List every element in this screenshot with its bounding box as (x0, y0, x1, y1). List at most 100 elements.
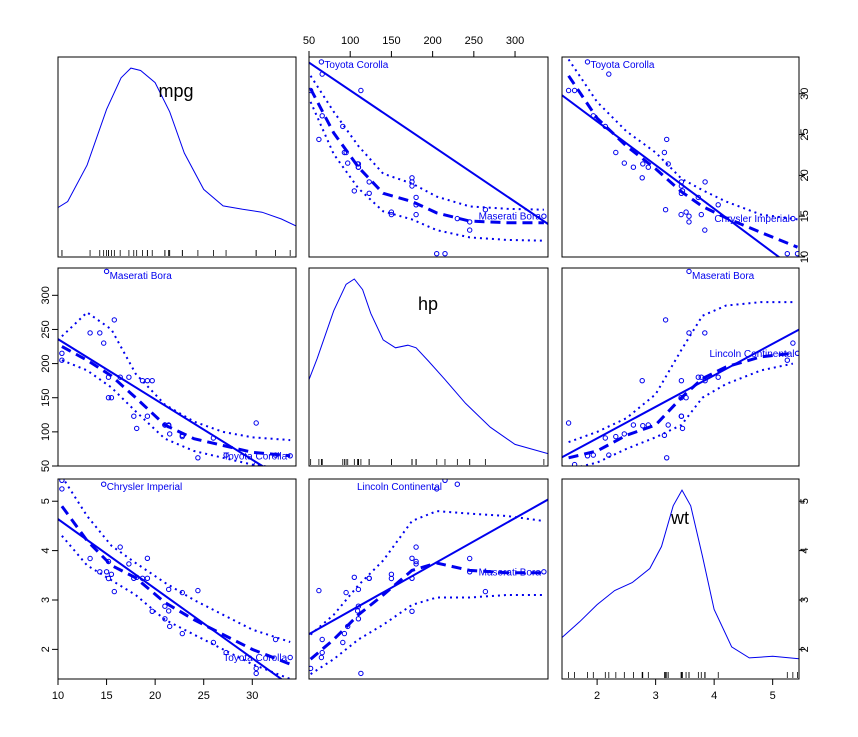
x-tick-label-mpg: 30 (246, 690, 258, 702)
data-point (409, 555, 415, 561)
point-label: Lincoln Continental (709, 349, 794, 360)
data-point (210, 639, 217, 646)
panel-wt-hp (309, 479, 548, 677)
data-point (790, 340, 796, 346)
data-point (702, 330, 708, 336)
data-point (645, 164, 651, 170)
data-point (355, 616, 362, 622)
data-point (166, 586, 172, 593)
data-point (482, 207, 489, 213)
data-point (409, 175, 415, 181)
spread-lower (578, 362, 794, 466)
data-point (111, 317, 118, 323)
density-curve-mpg (58, 67, 296, 227)
data-point (340, 639, 346, 646)
regression-line (309, 61, 548, 225)
y-tick-label-mpg: 25 (799, 128, 811, 140)
data-point (467, 227, 473, 233)
data-point (640, 423, 646, 429)
panel-frame (308, 478, 549, 680)
data-point (319, 649, 325, 656)
data-point (318, 654, 325, 661)
data-point (87, 330, 93, 336)
panel-hp-mpg (58, 268, 293, 466)
data-point (784, 251, 790, 257)
data-point (665, 422, 671, 428)
data-point (59, 350, 65, 356)
data-point (144, 413, 151, 419)
smooth-curve (309, 561, 544, 661)
data-point (144, 575, 151, 581)
data-point (630, 422, 637, 428)
smooth-curve (567, 74, 799, 249)
data-point (467, 555, 473, 562)
x-tick-label-hp: 200 (423, 35, 441, 47)
y-tick-label-wt: 5 (799, 498, 811, 504)
data-point (413, 558, 419, 565)
data-point (195, 455, 201, 461)
data-point (413, 544, 419, 550)
point-label: Maserati Bora (110, 271, 173, 282)
data-point (630, 164, 637, 170)
smooth-curve (568, 351, 794, 460)
data-point (794, 251, 799, 257)
data-point (541, 569, 547, 575)
x-tick-label-hp: 50 (303, 35, 315, 47)
y-tick-label-wt: 4 (799, 548, 811, 554)
data-point (702, 227, 708, 233)
x-tick-label-hp: 250 (465, 35, 483, 47)
panel-frame (57, 267, 297, 467)
data-point (343, 589, 349, 596)
data-point (134, 425, 140, 432)
data-point (541, 213, 547, 219)
data-point (105, 395, 112, 401)
data-point (319, 636, 325, 643)
data-point (101, 481, 107, 487)
data-point (571, 461, 578, 466)
data-point (442, 479, 448, 483)
data-point (103, 268, 110, 275)
data-point (678, 211, 684, 218)
x-tick-label-hp: 300 (506, 35, 524, 47)
x-tick-label-wt: 2 (594, 690, 600, 702)
data-point (108, 571, 115, 577)
data-point (351, 188, 357, 194)
panel-frame (561, 56, 800, 258)
y-tick-label-mpg: 10 (799, 251, 811, 263)
spread-upper (61, 311, 291, 442)
panel-wt-mpg (58, 479, 293, 679)
point-label: Chrysler Imperial (107, 482, 183, 493)
y-tick-label-wt: 2 (40, 646, 52, 652)
data-point (309, 665, 314, 672)
data-point (167, 623, 173, 630)
data-point (166, 608, 172, 614)
data-point (97, 330, 103, 336)
data-point (664, 455, 670, 461)
data-point (686, 268, 692, 275)
data-point (442, 251, 448, 257)
point-label: Toyota Corolla (223, 653, 287, 664)
y-tick-label-hp: 200 (40, 354, 52, 372)
data-point (413, 194, 419, 201)
data-point (602, 435, 608, 441)
data-point (434, 251, 440, 257)
data-point (59, 357, 65, 363)
spread-lower (61, 535, 291, 679)
data-point (679, 425, 686, 432)
data-point (715, 374, 721, 380)
data-point (223, 452, 229, 458)
data-point (131, 413, 137, 419)
point-label: Toyota Corolla (324, 60, 388, 71)
data-point (683, 209, 689, 215)
y-tick-label-wt: 4 (40, 548, 52, 554)
data-point (101, 340, 107, 346)
panel-hp-hp (309, 278, 548, 465)
data-point (272, 636, 279, 643)
x-tick-label-hp: 100 (341, 35, 359, 47)
density-curve-hp (309, 278, 548, 455)
point-label: Lincoln Continental (357, 482, 442, 493)
smooth-curve (61, 345, 291, 458)
y-tick-label-hp: 50 (40, 460, 52, 472)
y-tick-label-wt: 5 (40, 498, 52, 504)
x-tick-label-hp: 150 (382, 35, 400, 47)
